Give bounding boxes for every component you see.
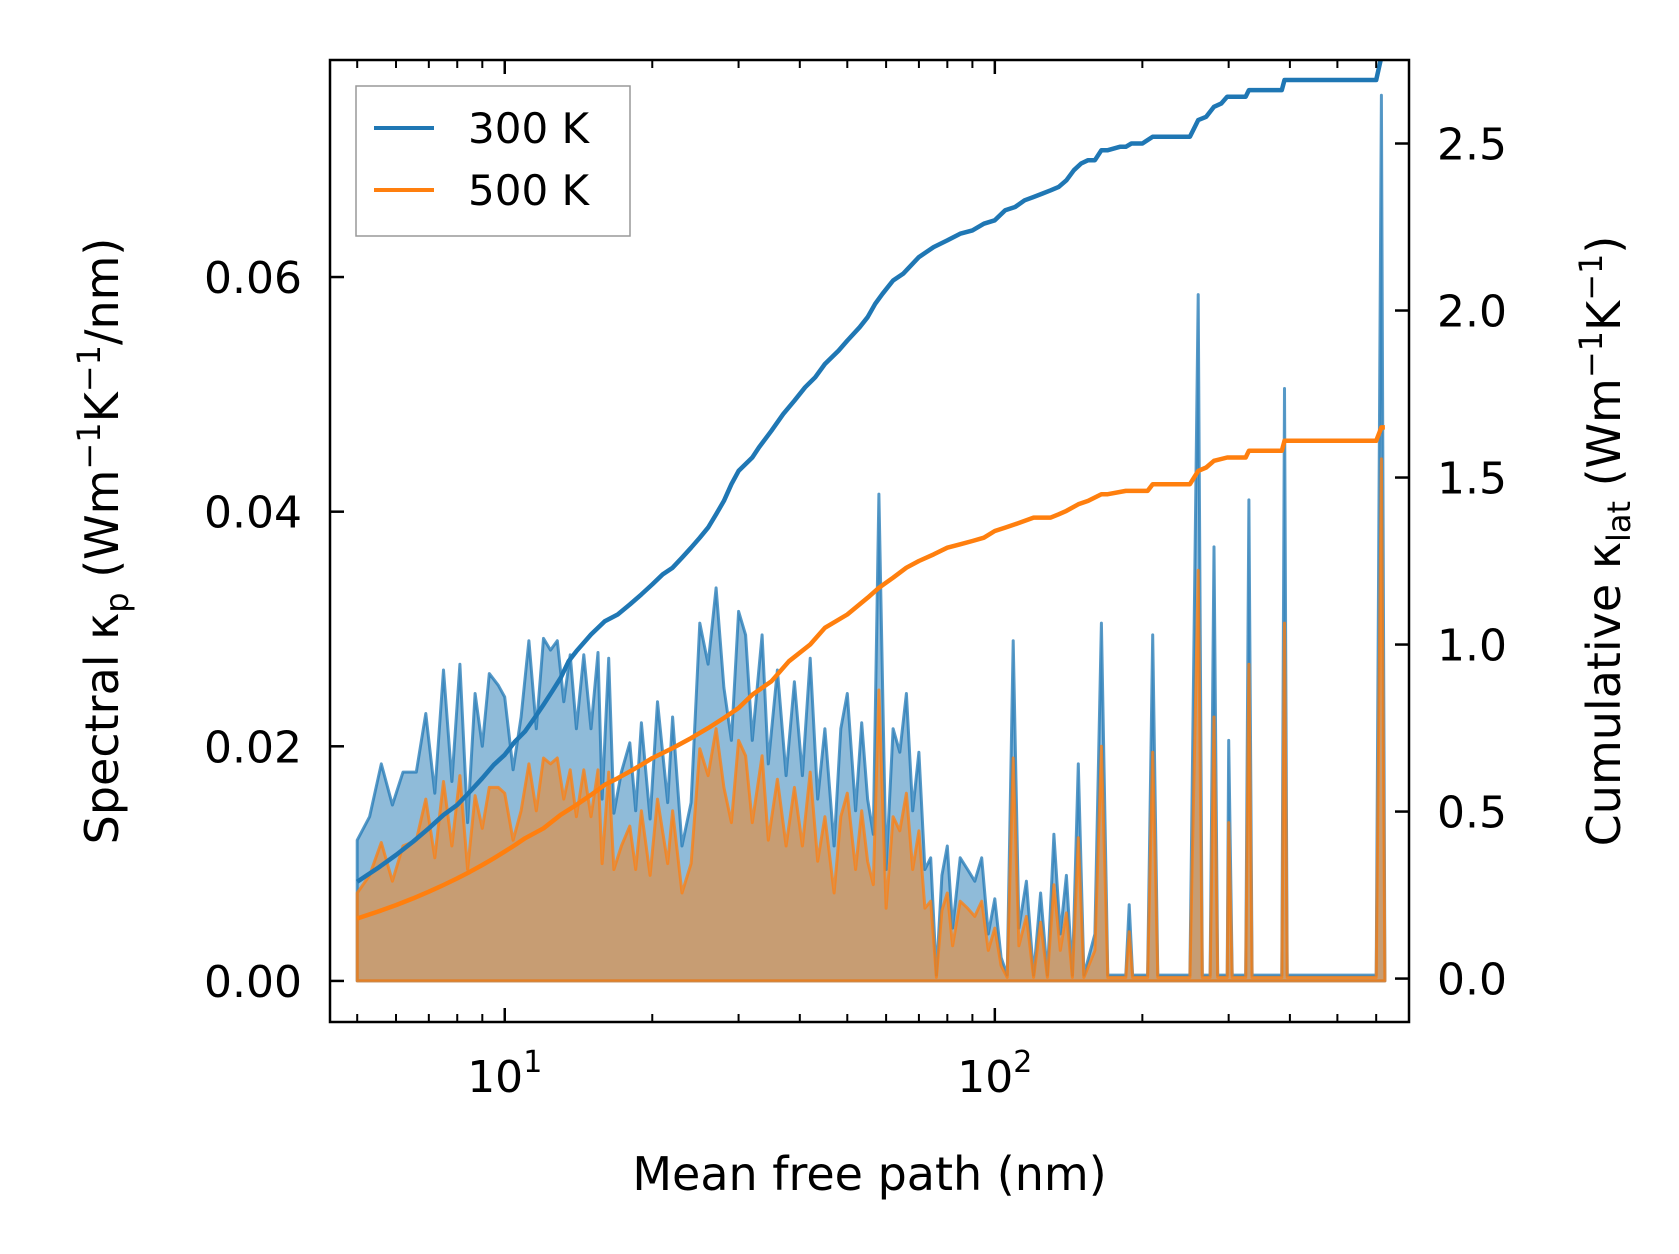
plot-frame (328, 58, 1411, 1024)
ticks-layer: 101 102 0.00 0.02 0.04 0.06 0.0 0.5 1.0 1.5 2.0 2.5 (204, 60, 1507, 1103)
legend-label-500k: 500 K (468, 166, 591, 215)
x-tick-label: 101 (467, 1045, 542, 1103)
cumulative-line-300k (355, 60, 1383, 884)
y-left-tick-label: 0.00 (204, 957, 302, 1008)
legend: 300 K 500 K (355, 85, 631, 237)
y-right-tick-label: 0.0 (1437, 955, 1507, 1006)
y-left-tick-label: 0.04 (204, 488, 302, 539)
y-left-tick-label: 0.06 (204, 253, 302, 304)
series-layer (355, 60, 1387, 983)
y-left-axis-label: Spectral κp (Wm−1K−1/nm) (70, 238, 136, 845)
x-axis-label: Mean free path (nm) (632, 1147, 1106, 1201)
cumulative-line-500k (356, 425, 1385, 921)
y-right-tick-label: 0.5 (1437, 788, 1507, 839)
y-right-tick-label: 1.0 (1437, 621, 1507, 672)
spectral-area-500k (355, 457, 1387, 983)
x-tick-label: 102 (957, 1045, 1032, 1103)
y-right-tick-label: 2.0 (1437, 287, 1507, 338)
y-right-axis-label: Cumulative κlat (Wm−1K−1) (1572, 236, 1638, 847)
y-left-tick-label: 0.02 (204, 722, 302, 773)
legend-label-300k: 300 K (468, 104, 591, 153)
y-right-tick-label: 1.5 (1437, 454, 1507, 505)
legend-box (355, 85, 631, 237)
y-right-tick-label: 2.5 (1437, 120, 1507, 171)
